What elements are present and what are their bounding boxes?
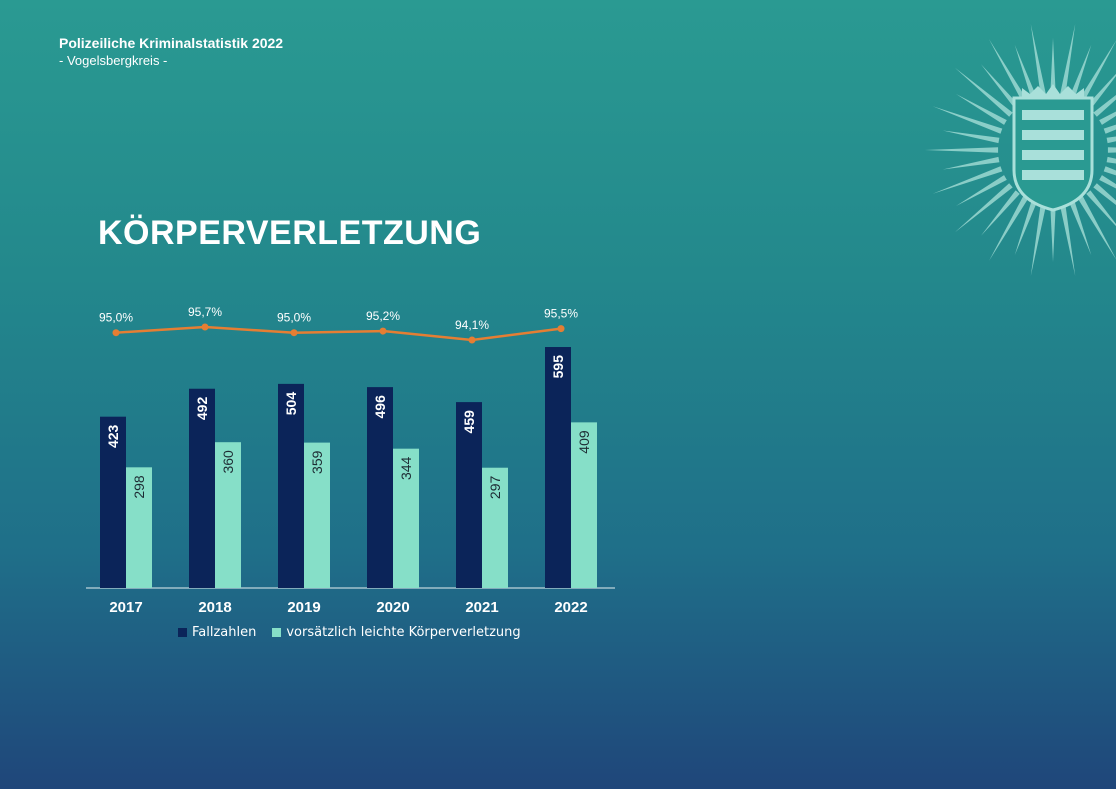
x-tick-label-2022: 2022	[554, 599, 587, 616]
bar-fallzahlen-2021	[456, 402, 482, 588]
percentage-point-2017	[112, 329, 120, 337]
chart-title: KÖRPERVERLETZUNG	[98, 214, 482, 252]
percentage-label-2021: 94,1%	[455, 318, 489, 332]
percentage-point-2019	[290, 329, 298, 337]
data-label-fallzahlen-2018: 492	[194, 397, 210, 421]
data-label-fallzahlen-2020: 496	[372, 395, 388, 419]
bar-fallzahlen-2022	[545, 347, 571, 588]
legend-label-leicht: vorsätzlich leichte Körperverletzung	[286, 625, 521, 640]
x-tick-label-2018: 2018	[198, 599, 231, 616]
data-label-fallzahlen-2019: 504	[283, 392, 299, 416]
bar-leicht-2019	[304, 442, 330, 588]
data-label-fallzahlen-2021: 459	[461, 410, 477, 434]
data-label-leicht-2020: 344	[398, 456, 414, 480]
data-label-leicht-2019: 359	[309, 450, 325, 474]
bar-fallzahlen-2017	[100, 416, 126, 588]
x-tick-label-2021: 2021	[465, 599, 498, 616]
report-title: Polizeiliche Kriminalstatistik 2022	[59, 35, 284, 51]
percentage-point-2021	[468, 336, 476, 344]
percentage-point-2020	[379, 327, 387, 335]
x-tick-label-2017: 2017	[109, 599, 142, 616]
bar-fallzahlen-2020	[367, 387, 393, 588]
data-label-leicht-2021: 297	[487, 476, 503, 500]
legend-item-leicht: vorsätzlich leichte Körperverletzung	[272, 625, 521, 640]
x-tick-label-2019: 2019	[287, 599, 320, 616]
data-label-leicht-2022: 409	[576, 430, 592, 454]
police-emblem-icon	[925, 23, 1116, 277]
bar-leicht-2021	[482, 467, 508, 588]
bar-leicht-2022	[571, 422, 597, 588]
legend: Fallzahlen vorsätzlich leichte Körperver…	[178, 625, 521, 640]
percentage-label-2019: 95,0%	[277, 311, 311, 325]
bar-fallzahlen-2018	[189, 388, 215, 588]
percentage-point-2018	[201, 323, 209, 331]
data-label-leicht-2017: 298	[131, 475, 147, 499]
percentage-label-2022: 95,5%	[544, 307, 578, 321]
legend-swatch-leicht	[272, 628, 282, 637]
legend-label-fallzahlen: Fallzahlen	[192, 625, 257, 640]
x-tick-label-2020: 2020	[376, 599, 409, 616]
percentage-label-2020: 95,2%	[366, 309, 400, 323]
percentage-point-2022	[557, 325, 565, 333]
legend-item-fallzahlen: Fallzahlen	[178, 625, 256, 640]
bar-leicht-2018	[215, 442, 241, 588]
bar-fallzahlen-2019	[278, 383, 304, 588]
data-label-fallzahlen-2022: 595	[550, 355, 566, 379]
percentage-label-2017: 95,0%	[99, 311, 133, 325]
percentage-line	[115, 325, 562, 342]
bar-leicht-2017	[126, 467, 152, 588]
report-subtitle: - Vogelsbergkreis -	[59, 53, 168, 68]
bar-leicht-2020	[393, 448, 419, 588]
percentage-label-2018: 95,7%	[188, 305, 222, 319]
data-label-leicht-2018: 360	[220, 450, 236, 474]
data-label-fallzahlen-2017: 423	[105, 424, 121, 448]
legend-swatch-fallzahlen	[178, 628, 187, 637]
